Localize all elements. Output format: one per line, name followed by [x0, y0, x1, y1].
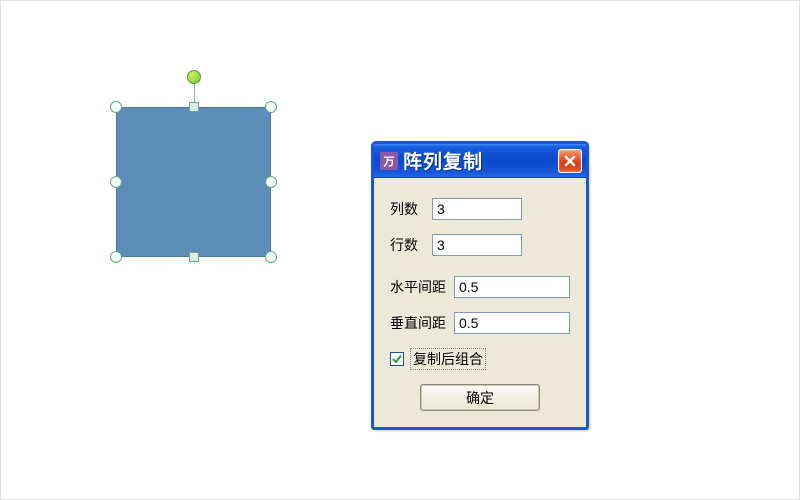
row-rows: 行数	[390, 234, 570, 256]
group-after-checkbox[interactable]	[390, 352, 404, 366]
rotation-stem	[194, 83, 195, 102]
rotation-handle[interactable]	[187, 70, 201, 84]
group-after-label: 复制后组合	[410, 348, 486, 370]
dialog-title: 阵列复制	[403, 147, 558, 174]
selected-rectangle[interactable]	[116, 107, 271, 257]
vspacing-label: 垂直间距	[390, 313, 454, 333]
resize-handle-bottom-left[interactable]	[110, 251, 122, 263]
vspacing-input[interactable]	[454, 312, 570, 334]
rows-input[interactable]	[432, 234, 522, 256]
resize-handle-mid-left[interactable]	[110, 176, 122, 188]
row-columns: 列数	[390, 198, 570, 220]
resize-handle-bottom[interactable]	[189, 252, 199, 262]
checkmark-icon	[391, 353, 403, 365]
resize-handle-mid-right[interactable]	[265, 176, 277, 188]
resize-handle-top-right[interactable]	[265, 101, 277, 113]
rows-label: 行数	[390, 235, 432, 255]
resize-handle-top[interactable]	[189, 102, 199, 112]
columns-label: 列数	[390, 199, 432, 219]
ok-button[interactable]: 确定	[420, 384, 540, 411]
columns-input[interactable]	[432, 198, 522, 220]
close-icon	[563, 154, 577, 168]
hspacing-label: 水平间距	[390, 277, 454, 297]
hspacing-input[interactable]	[454, 276, 570, 298]
row-vspacing: 垂直间距	[390, 312, 570, 334]
dialog-titlebar[interactable]: 万 阵列复制	[374, 144, 586, 178]
row-hspacing: 水平间距	[390, 276, 570, 298]
canvas: 万 阵列复制 列数 行数 水平间距	[1, 1, 799, 499]
resize-handle-top-left[interactable]	[110, 101, 122, 113]
app-icon: 万	[380, 152, 398, 170]
row-group-after: 复制后组合	[390, 348, 570, 370]
resize-handle-bottom-right[interactable]	[265, 251, 277, 263]
array-copy-dialog: 万 阵列复制 列数 行数 水平间距	[371, 141, 589, 430]
close-button[interactable]	[558, 149, 582, 173]
dialog-body: 列数 行数 水平间距 垂直间距	[374, 178, 586, 427]
